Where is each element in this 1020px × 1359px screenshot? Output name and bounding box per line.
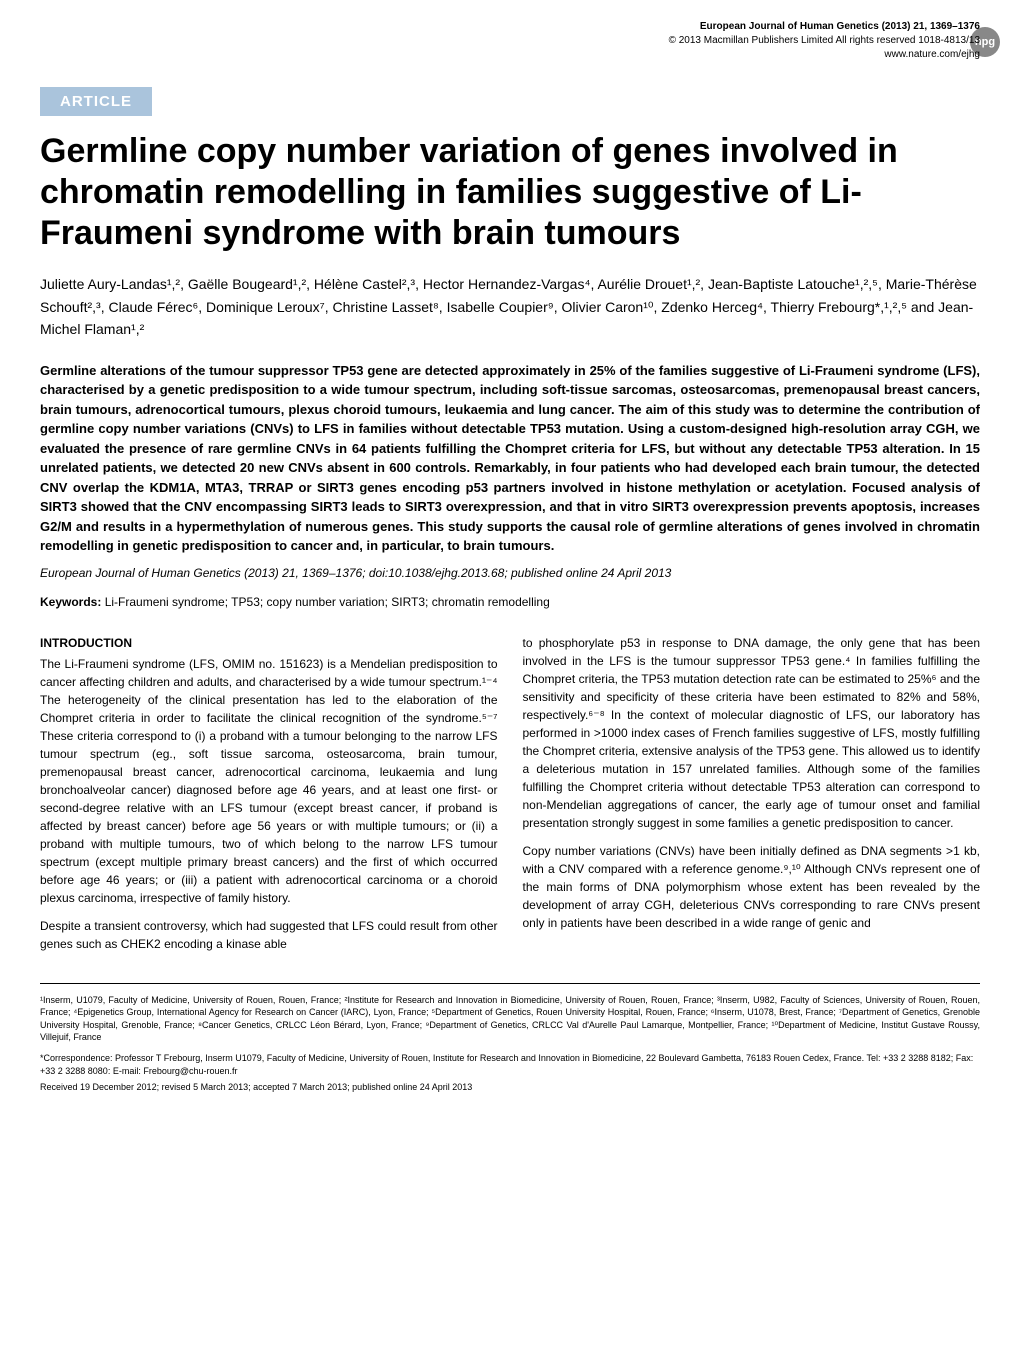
article-title: Germline copy number variation of genes … [0,116,1020,273]
article-tag: ARTICLE [40,87,152,116]
keywords-text: Li-Fraumeni syndrome; TP53; copy number … [101,595,549,609]
intro-para-4: Copy number variations (CNVs) have been … [523,842,981,932]
citation: European Journal of Human Genetics (2013… [0,566,1020,595]
intro-para-2: Despite a transient controversy, which h… [40,917,498,953]
left-column: INTRODUCTION The Li-Fraumeni syndrome (L… [40,634,498,963]
journal-url: www.nature.com/ejhg [0,48,980,62]
header-meta: European Journal of Human Genetics (2013… [0,0,1020,67]
abstract: Germline alterations of the tumour suppr… [0,361,1020,566]
intro-heading: INTRODUCTION [40,634,498,652]
affiliations: ¹Inserm, U1079, Faculty of Medicine, Uni… [40,983,980,1044]
received-dates: Received 19 December 2012; revised 5 Mar… [40,1082,980,1092]
correspondence: *Correspondence: Professor T Frebourg, I… [40,1052,980,1077]
right-column: to phosphorylate p53 in response to DNA … [523,634,981,963]
author-list: Juliette Aury-Landas¹,², Gaëlle Bougeard… [0,273,1020,360]
keywords-label: Keywords: [40,595,101,609]
intro-para-3: to phosphorylate p53 in response to DNA … [523,634,981,832]
copyright-line: © 2013 Macmillan Publishers Limited All … [0,34,980,48]
body-two-column: INTRODUCTION The Li-Fraumeni syndrome (L… [0,634,1020,963]
journal-line: European Journal of Human Genetics (2013… [0,20,980,34]
keywords: Keywords: Li-Fraumeni syndrome; TP53; co… [0,595,1020,634]
intro-para-1: The Li-Fraumeni syndrome (LFS, OMIM no. … [40,655,498,907]
